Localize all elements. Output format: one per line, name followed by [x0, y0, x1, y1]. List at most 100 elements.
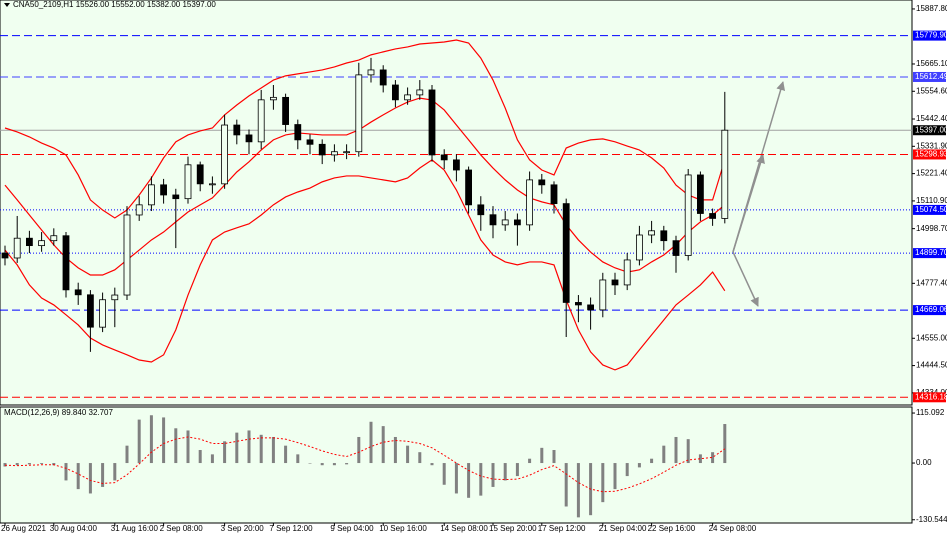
candle-body [611, 279, 619, 286]
level-box [913, 204, 946, 215]
macd-bar [479, 463, 483, 496]
candle-body [245, 134, 253, 143]
macd-bar [88, 463, 92, 494]
macd-bar [345, 463, 349, 465]
candle-body [306, 139, 314, 145]
macd-bar [113, 463, 117, 481]
candle-body [550, 184, 558, 205]
macd-bar [686, 439, 690, 464]
macd-bar [296, 454, 300, 464]
level-label: 15612.49 [915, 72, 947, 81]
x-tick-label: 14 Sep 08:00 [440, 524, 488, 533]
candle-body [416, 89, 424, 96]
candle-body [391, 84, 399, 101]
y-tick-label: 14998.70 [916, 224, 947, 233]
candle-body [440, 154, 448, 161]
x-tick-label: 15 Sep 20:00 [489, 524, 537, 533]
candle-body [709, 213, 716, 219]
y-tick-label: 14444.50 [916, 361, 947, 370]
candle-body [221, 124, 229, 185]
x-tick-label: 24 Sep 08:00 [709, 524, 757, 533]
candle-body [636, 234, 643, 261]
candle-body [99, 299, 106, 328]
macd-bar [308, 463, 312, 464]
macd-bar [418, 452, 422, 464]
candle-body [38, 240, 45, 247]
macd-bar [76, 463, 80, 490]
macd-bar [406, 445, 410, 464]
macd-bar [332, 463, 336, 466]
level-label: 15779.90 [915, 31, 947, 40]
macd-bar [381, 426, 385, 464]
candle-body [379, 69, 387, 86]
x-tick-label: 7 Sep 12:00 [269, 524, 313, 533]
arrow [732, 154, 765, 253]
level-label: 15298.93 [915, 150, 947, 159]
x-tick-label: 30 Aug 04:00 [50, 524, 98, 533]
candle-body [147, 184, 155, 206]
level-box [913, 305, 946, 316]
y-tick-label: 14777.40 [916, 278, 947, 287]
y-tick-label: 15887.80 [916, 4, 947, 13]
candle-body [367, 69, 375, 76]
macd-bar [101, 463, 105, 487]
chart-title: CNA50_2109,H1 15526.00 15552.00 15382.00… [13, 0, 216, 9]
macd-bar [430, 463, 434, 466]
macd-y-tick-label: 115.092 [916, 408, 945, 417]
macd-bar [357, 436, 361, 464]
level-label: 14899.70 [915, 248, 947, 257]
candle-body [697, 174, 704, 214]
candle-body [355, 74, 363, 153]
candle-body [428, 89, 436, 156]
macd-bar [64, 463, 68, 481]
candle-body [672, 240, 680, 256]
y-tick-label: 15442.40 [916, 114, 947, 123]
macd-bar [467, 463, 471, 498]
level-box [913, 149, 946, 160]
macd-bar [576, 463, 580, 518]
candle-body [196, 164, 204, 185]
y-tick-label: 14555.00 [916, 333, 947, 342]
macd-bar [27, 463, 31, 465]
y-tick-label: 15554.60 [916, 86, 947, 95]
macd-bar [711, 452, 715, 464]
y-tick-label: 15665.10 [916, 59, 947, 68]
candle-body [1, 252, 9, 259]
x-tick-label: 2 Sep 08:00 [160, 524, 204, 533]
x-tick-label: 31 Aug 16:00 [111, 524, 159, 533]
candle-body [477, 204, 485, 216]
candle-body [25, 237, 33, 247]
candle-body [282, 96, 290, 125]
x-tick-label: 22 Sep 16:00 [648, 524, 696, 533]
candle-body [13, 237, 21, 259]
x-tick-label: 9 Sep 04:00 [330, 524, 374, 533]
candle-body [257, 99, 265, 143]
macd-bar [723, 424, 727, 464]
arrow [732, 251, 759, 307]
macd-signal [4, 436, 726, 493]
candle-body [87, 294, 94, 328]
candle-body [74, 289, 82, 296]
candle-body [269, 96, 277, 101]
candle-body [330, 151, 338, 156]
macd-bar [174, 428, 178, 464]
macd-bar [52, 463, 56, 466]
bollinger-upper [4, 39, 726, 219]
candle-body [514, 219, 521, 226]
macd-bar [162, 417, 166, 464]
macd-bar [515, 463, 519, 477]
macd-bar [186, 430, 190, 464]
main-panel [0, 0, 913, 406]
macd-bar [637, 463, 641, 468]
macd-bar [149, 415, 153, 464]
candle-body [684, 174, 692, 256]
macd-bar [674, 436, 678, 464]
candle-body [233, 124, 241, 136]
y-tick-label: 15331.90 [916, 141, 947, 150]
candle-body [489, 214, 497, 226]
candle-body [465, 169, 473, 206]
level-box [913, 30, 946, 41]
macd-bar [15, 463, 19, 466]
x-tick-label: 26 Aug 2021 [1, 524, 46, 533]
